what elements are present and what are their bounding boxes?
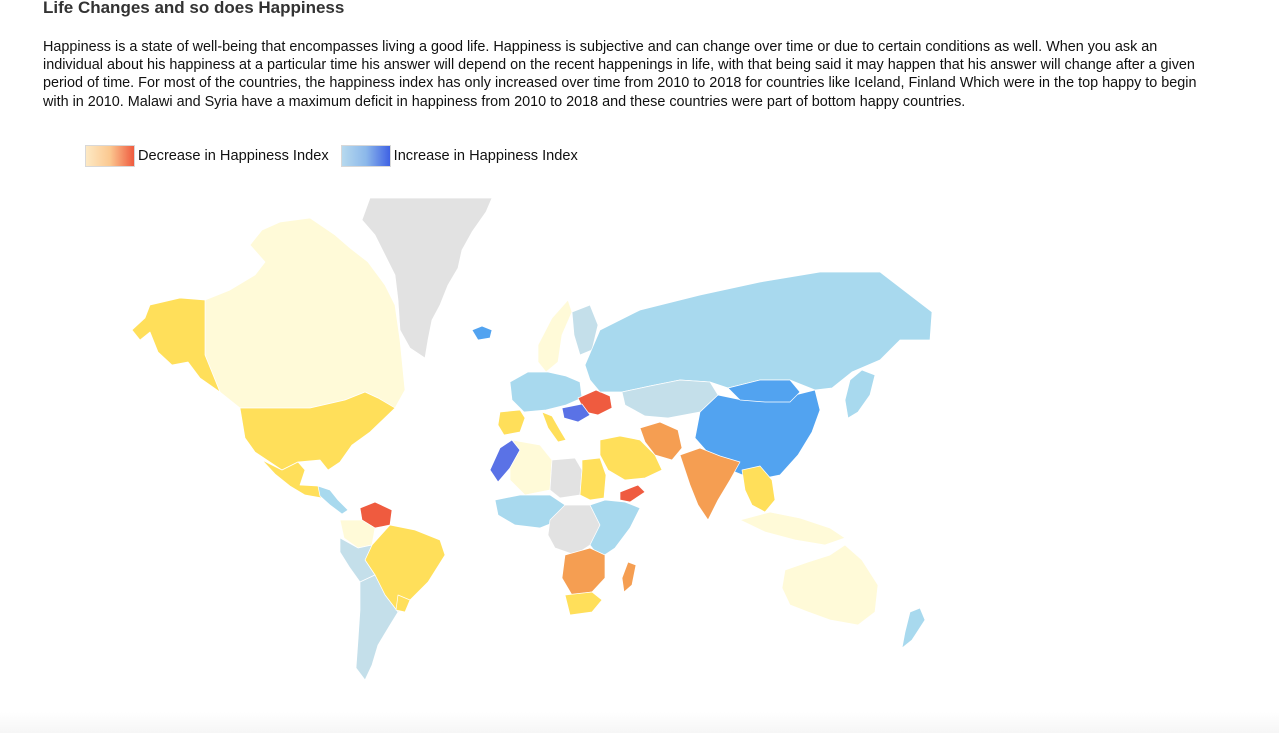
region-egypt[interactable] <box>579 457 607 501</box>
region-iran[interactable] <box>639 421 683 461</box>
region-east-africa[interactable] <box>589 499 641 559</box>
region-balkans[interactable] <box>561 403 591 423</box>
region-madagascar[interactable] <box>621 561 637 593</box>
legend: Decrease in Happiness Index Increase in … <box>85 143 590 169</box>
legend-item-decrease: Decrease in Happiness Index <box>85 145 329 167</box>
region-greenland[interactable] <box>361 197 493 359</box>
increase-legend-label: Increase in Happiness Index <box>393 148 578 164</box>
region-chile-argentina[interactable] <box>355 574 399 681</box>
region-canada[interactable] <box>204 217 406 409</box>
region-iberia[interactable] <box>497 409 526 436</box>
region-japan[interactable] <box>844 369 876 419</box>
region-italy[interactable] <box>541 411 567 443</box>
page-description: Happiness is a state of well-being that … <box>43 39 1197 110</box>
region-yemen[interactable] <box>619 484 646 503</box>
region-south-africa[interactable] <box>564 591 603 616</box>
region-middle-east[interactable] <box>599 435 663 481</box>
increase-color-swatch <box>340 145 391 167</box>
region-indonesia[interactable] <box>739 511 846 546</box>
world-map <box>131 197 933 681</box>
decrease-legend-label: Decrease in Happiness Index <box>138 148 329 164</box>
region-southeast-asia[interactable] <box>741 465 776 513</box>
region-new-zealand[interactable] <box>901 607 926 649</box>
region-russia[interactable] <box>584 271 933 393</box>
region-libya[interactable] <box>549 457 583 499</box>
region-usa[interactable] <box>239 391 396 471</box>
region-iceland[interactable] <box>471 325 493 341</box>
region-southern-africa[interactable] <box>561 547 606 596</box>
region-mongolia[interactable] <box>727 379 801 403</box>
region-australia[interactable] <box>781 544 879 626</box>
page-title: Life Changes and so does Happiness <box>43 0 345 17</box>
legend-item-increase: Increase in Happiness Index <box>340 145 578 167</box>
region-india[interactable] <box>679 447 741 521</box>
region-central-america[interactable] <box>317 485 349 515</box>
region-alaska[interactable] <box>131 297 221 393</box>
region-uruguay[interactable] <box>395 594 411 613</box>
bottom-fade <box>0 712 1279 733</box>
decrease-color-swatch <box>85 145 135 167</box>
region-mexico[interactable] <box>261 459 329 499</box>
region-scandinavia[interactable] <box>537 299 573 373</box>
